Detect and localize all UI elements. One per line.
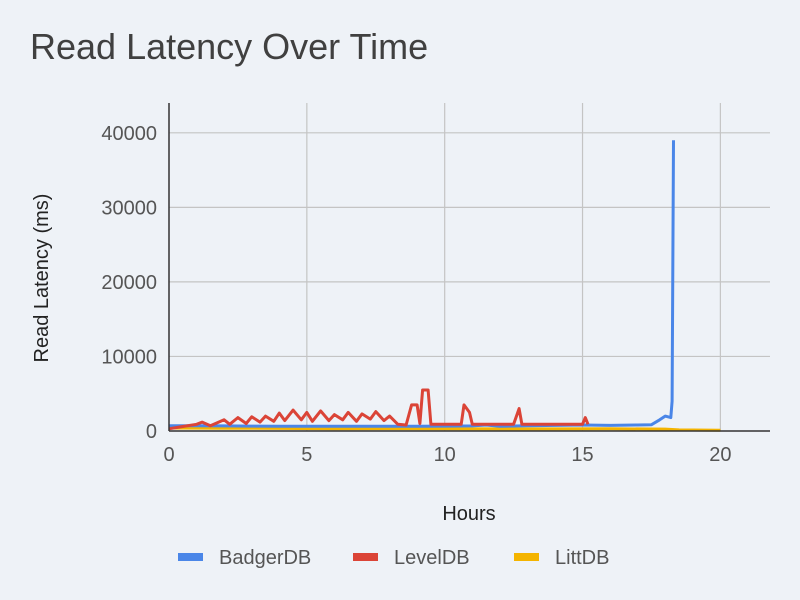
series-line-leveldb (168, 388, 590, 431)
x-tick-label: 10 (434, 444, 456, 466)
legend-swatch-littdb (514, 553, 539, 561)
y-tick-label: 20000 (101, 272, 157, 294)
series-line-badgerdb (169, 140, 675, 428)
legend: BadgerDB LevelDB LittDB (178, 547, 609, 569)
x-tick-label: 0 (163, 444, 174, 466)
legend-label: LevelDB (394, 547, 470, 569)
legend-label: LittDB (555, 547, 609, 569)
series-lines (168, 140, 721, 432)
chart-title: Read Latency Over Time (30, 26, 429, 67)
y-tick-label: 0 (146, 421, 157, 443)
legend-swatch-badgerdb (178, 553, 203, 561)
x-tick-label: 15 (571, 444, 593, 466)
axes (168, 103, 770, 432)
x-tick-label: 20 (709, 444, 731, 466)
grid-lines (169, 103, 770, 431)
x-axis-title: Hours (442, 503, 495, 525)
y-tick-label: 10000 (101, 346, 157, 368)
y-axis-title: Read Latency (ms) (31, 194, 53, 363)
y-tick-label: 40000 (101, 123, 157, 145)
series-line-littdb (168, 426, 721, 432)
x-tick-label: 5 (301, 444, 312, 466)
y-tick-label: 30000 (101, 197, 157, 219)
legend-label: BadgerDB (219, 547, 311, 569)
tick-labels: 0 5 10 15 20 0 10000 20000 30000 40000 (101, 123, 731, 466)
legend-swatch-leveldb (353, 553, 378, 561)
